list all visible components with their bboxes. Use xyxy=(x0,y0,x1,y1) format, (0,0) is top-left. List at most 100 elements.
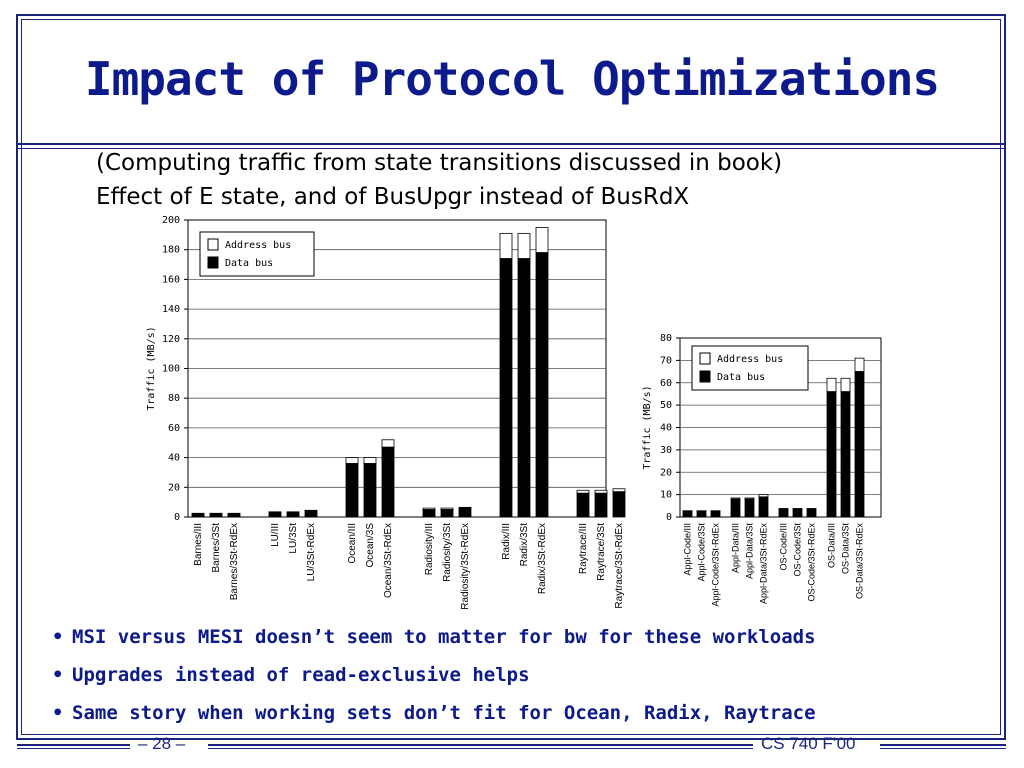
bullet-marker: • xyxy=(52,664,64,686)
bar-data-bus xyxy=(576,492,590,518)
bar-data-bus xyxy=(854,371,865,518)
x-tick-labels: Appl-Code/III Appl-Code/3St Appl-Code/3St-… xyxy=(683,523,865,607)
chart-traffic-multiprogram: 0 10 20 30 40 50 60 70 80 Traffic (MB/s) Appl-Code… xyxy=(642,333,882,607)
subtitle-line-2: Effect of E state, and of BusUpgr instea… xyxy=(96,184,690,210)
x-tick-label: LU/III xyxy=(270,523,281,547)
bar-address-bus xyxy=(381,439,395,448)
legend-swatch-address xyxy=(699,352,711,365)
bar-data-bus xyxy=(826,391,837,518)
bar-data-bus xyxy=(696,511,707,518)
bar-data-bus xyxy=(227,513,241,518)
bar-data-bus xyxy=(304,510,318,518)
x-tick-label: LU/3St xyxy=(288,523,299,554)
legend-label-address: Address bus xyxy=(225,240,291,251)
y-tick-label: 0 xyxy=(666,512,672,523)
x-tick-label: Radix/3St-RdEx xyxy=(537,523,548,594)
y-tick-label: 60 xyxy=(660,378,672,389)
y-tick-label: 50 xyxy=(660,400,672,411)
bar-data-bus xyxy=(840,391,851,518)
x-tick-label: OS-Data/3St-RdEx xyxy=(855,523,865,600)
x-tick-label: Raytrace/III xyxy=(578,523,589,574)
bar-address-bus xyxy=(854,357,865,372)
bar-address-bus xyxy=(517,232,531,260)
x-tick-label: OS-Data/III xyxy=(827,523,837,568)
chart-traffic-applications: 0 20 40 60 80 100 120 140 160 180 200 Traffic (MB/s… xyxy=(146,215,626,610)
bar-data-bus xyxy=(758,496,769,518)
slide-title: Impact of Protocol Optimizations xyxy=(84,52,940,106)
bar-data-bus xyxy=(422,509,436,518)
x-tick-label: Appl-Code/3St xyxy=(697,523,707,582)
title-divider xyxy=(17,143,1005,145)
y-tick-label: 20 xyxy=(168,482,180,493)
footer-rule-right xyxy=(880,744,1006,746)
legend-swatch-data xyxy=(699,370,711,383)
bullet-item-2: • Upgrades instead of read-exclusive help… xyxy=(52,660,816,698)
bar-data-bus xyxy=(612,491,626,518)
bar-data-bus xyxy=(440,509,454,518)
bullet-item-1: • MSI versus MESI doesn’t seem to matter … xyxy=(52,622,816,660)
bar-data-bus xyxy=(594,492,608,518)
x-tick-label: Barnes/III xyxy=(193,523,204,566)
footer-rule-middle-thin xyxy=(208,748,753,749)
bar-address-bus xyxy=(840,377,851,393)
legend-label-data: Data bus xyxy=(717,372,765,383)
x-tick-label: Appl-Data/III xyxy=(731,523,741,573)
bullet-marker: • xyxy=(52,626,64,648)
y-tick-label: 140 xyxy=(162,304,180,315)
page-number: – 28 – xyxy=(138,734,186,753)
y-tick-label: 120 xyxy=(162,334,180,345)
legend-label-data: Data bus xyxy=(225,258,273,269)
x-tick-label: Raytrace/3St xyxy=(596,523,607,581)
legend-box xyxy=(199,231,315,277)
bullet-marker: • xyxy=(52,702,64,724)
bar-data-bus xyxy=(345,463,359,518)
x-tick-label: Radiosity/3St-RdEx xyxy=(460,523,471,610)
bullet-text-3: Same story when working sets don’t fit f… xyxy=(72,702,816,724)
bar-address-bus xyxy=(612,488,626,493)
bar-data-bus xyxy=(458,507,472,518)
y-tick-label: 40 xyxy=(168,453,180,464)
bar-data-bus xyxy=(535,252,549,518)
bullet-text-2: Upgrades instead of read-exclusive helps xyxy=(72,664,530,686)
y-tick-label: 40 xyxy=(660,423,672,434)
legend-label-address: Address bus xyxy=(717,354,783,365)
x-tick-label: Barnes/3St xyxy=(211,523,222,573)
bar-data-bus xyxy=(792,508,803,518)
bullet-text-1: MSI versus MESI doesn’t seem to matter f… xyxy=(72,626,816,648)
y-tick-label: 20 xyxy=(660,467,672,478)
bar-address-bus xyxy=(499,232,513,260)
bar-data-bus xyxy=(730,498,741,518)
title-divider-thin xyxy=(17,148,1005,149)
x-tick-label: Ocean/3S xyxy=(365,523,376,568)
course-label: CS 740 F’00 xyxy=(761,734,856,753)
bar-data-bus xyxy=(778,508,789,518)
bar-address-bus xyxy=(826,377,837,393)
footer-rule-left xyxy=(17,744,130,746)
y-axis-label: Traffic (MB/s) xyxy=(146,326,157,410)
y-tick-label: 30 xyxy=(660,445,672,456)
bar-data-bus xyxy=(381,446,395,518)
bar-address-bus xyxy=(363,457,377,464)
slide-frame-outer xyxy=(16,14,1006,740)
bar-data-bus xyxy=(209,513,223,518)
bar-address-bus xyxy=(345,457,359,464)
y-tick-label: 100 xyxy=(162,364,180,375)
bar-address-bus xyxy=(576,489,590,494)
bar-data-bus xyxy=(268,512,282,518)
legend-swatch-address xyxy=(207,238,219,251)
x-tick-label: Barnes/3St-RdEx xyxy=(229,523,240,600)
x-tick-label: Radix/III xyxy=(501,523,512,560)
bar-address-bus xyxy=(535,227,549,254)
y-tick-label: 80 xyxy=(168,393,180,404)
x-tick-label: LU/3St-RdEx xyxy=(306,523,317,581)
bar-data-bus xyxy=(744,498,755,518)
x-tick-label: Ocean/3St-RdEx xyxy=(383,523,394,598)
x-tick-label: Raytrace/3St-RdEx xyxy=(614,523,625,609)
x-tick-label: Appl-Data/3St xyxy=(745,523,755,580)
bar-data-bus xyxy=(806,508,817,518)
x-tick-label: OS-Code/III xyxy=(779,523,789,571)
y-tick-label: 80 xyxy=(660,333,672,344)
x-tick-label: Radiosity/3St xyxy=(442,523,453,582)
bar-data-bus xyxy=(682,511,693,518)
bar-address-bus xyxy=(594,489,608,494)
